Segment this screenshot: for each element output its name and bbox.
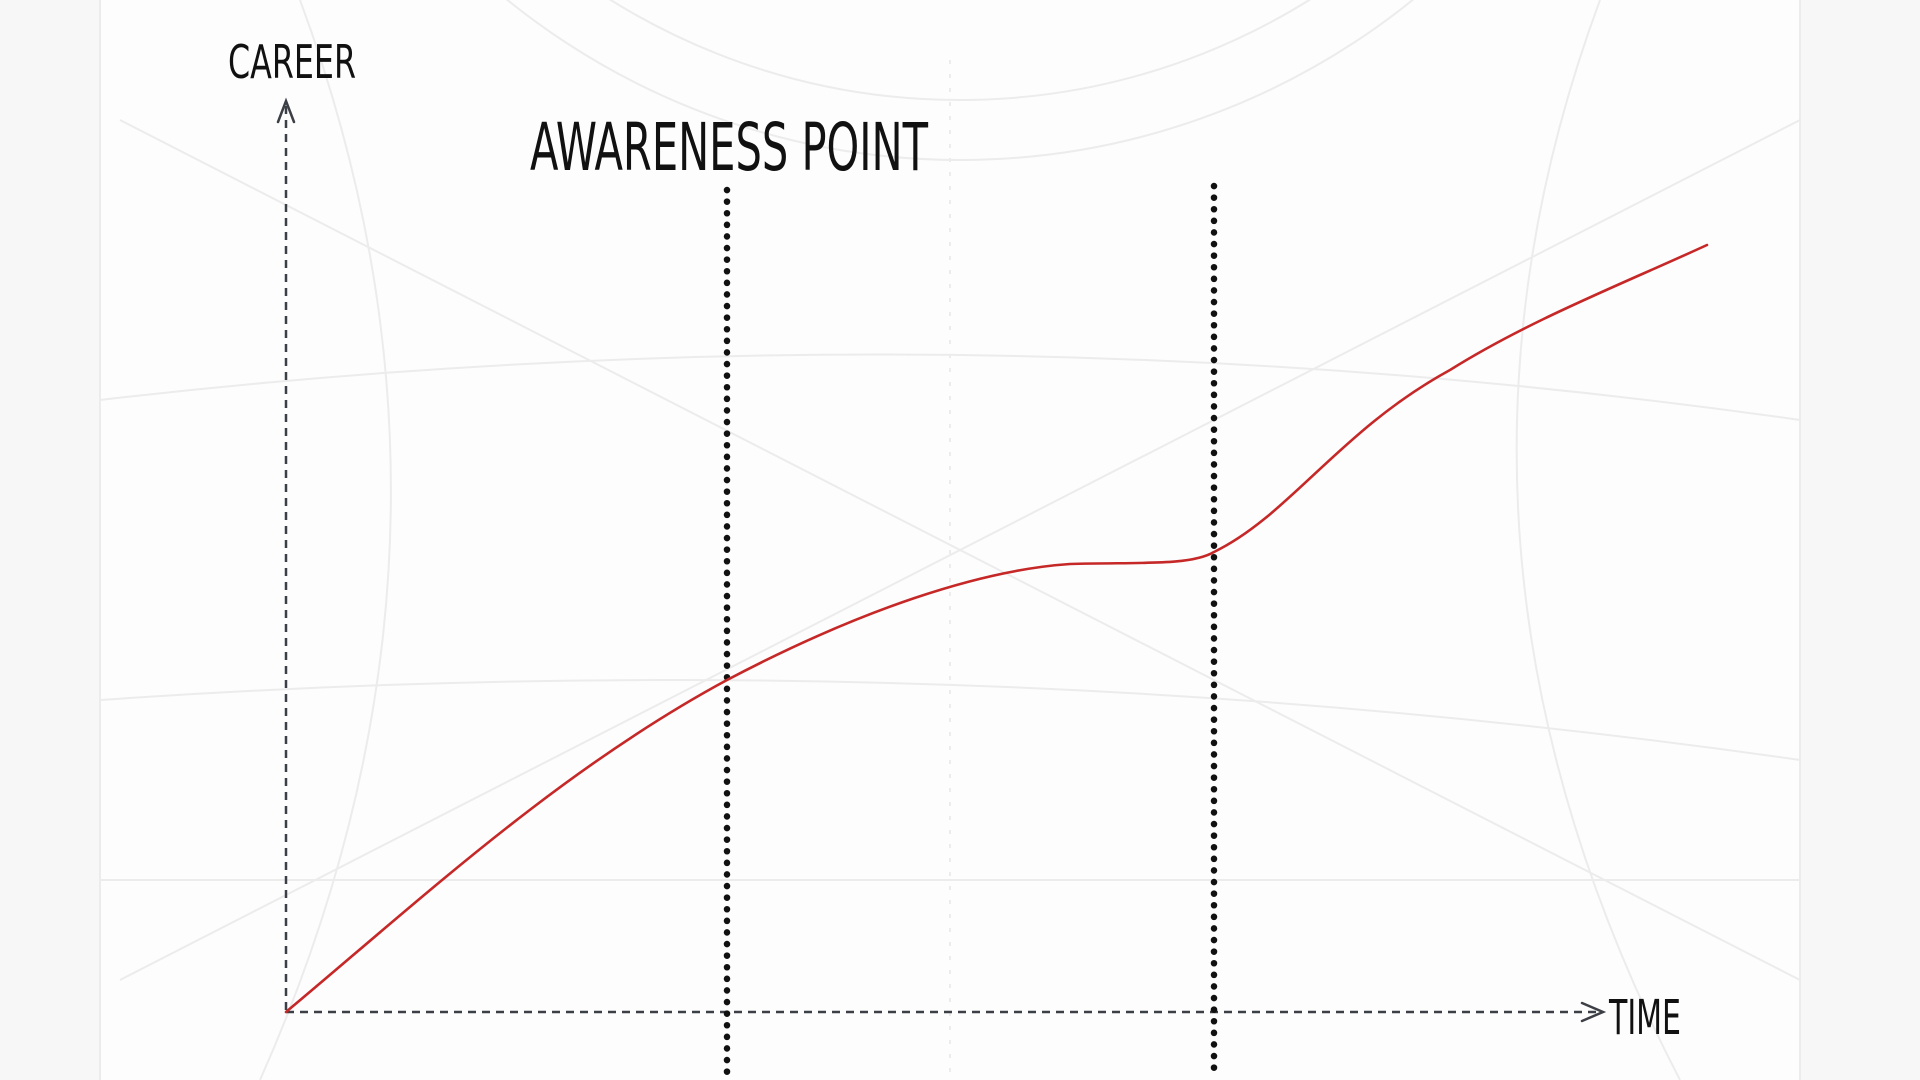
x-axis-label: TIME [1608, 990, 1681, 1046]
y-axis-arrowhead-icon [276, 97, 296, 124]
awareness-point-label: AWARENESS POINT [530, 109, 929, 186]
y-axis-label: CAREER [228, 35, 356, 89]
career-curve [284, 243, 1709, 1014]
x-axis-arrowhead-icon [1580, 1001, 1607, 1023]
